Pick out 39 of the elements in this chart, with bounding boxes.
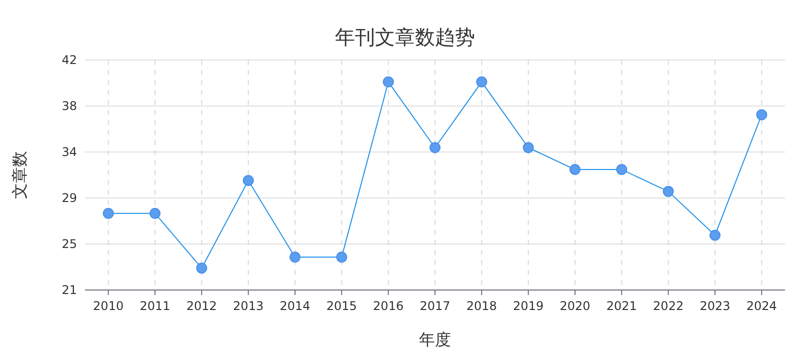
y-tick-label: 21 bbox=[62, 283, 77, 297]
x-tick-label: 2011 bbox=[140, 299, 170, 313]
y-tick-label: 38 bbox=[62, 99, 77, 113]
point bbox=[336, 252, 348, 263]
x-tick-label: 2016 bbox=[373, 299, 404, 313]
x-tick-label: 2024 bbox=[746, 299, 777, 313]
x-tick-label: 2017 bbox=[420, 299, 450, 313]
point bbox=[196, 262, 208, 274]
x-tick-label: 2010 bbox=[93, 299, 124, 313]
x-tick-label: 2015 bbox=[326, 299, 357, 313]
x-tick-label: 2022 bbox=[653, 299, 684, 313]
x-tick-label: 2018 bbox=[466, 299, 497, 313]
x-tick-label: 2014 bbox=[280, 299, 310, 313]
x-tick-label: 2012 bbox=[186, 299, 217, 313]
point bbox=[662, 186, 674, 197]
point bbox=[616, 164, 628, 176]
y-axis-title: 文章数 bbox=[10, 151, 29, 199]
point bbox=[710, 230, 720, 241]
point bbox=[150, 208, 160, 219]
point bbox=[756, 109, 768, 120]
point bbox=[476, 76, 488, 88]
point bbox=[242, 174, 254, 186]
x-tick-label: 2021 bbox=[606, 299, 637, 313]
x-axis-title: 年度 bbox=[419, 330, 451, 349]
x-tick-label: 2019 bbox=[513, 299, 544, 313]
point bbox=[102, 208, 114, 219]
y-tick-label: 25 bbox=[62, 237, 77, 251]
y-tick-label: 42 bbox=[62, 53, 77, 67]
x-tick-label: 2020 bbox=[560, 299, 590, 313]
point bbox=[570, 164, 580, 176]
point bbox=[290, 252, 300, 263]
point bbox=[430, 142, 440, 154]
point bbox=[522, 142, 534, 154]
x-tick-label: 2023 bbox=[700, 299, 730, 313]
x-tick-label: 2013 bbox=[233, 299, 264, 313]
y-tick-label: 34 bbox=[62, 145, 77, 159]
point bbox=[382, 76, 394, 88]
chart-title: 年刊文章数趋势 bbox=[335, 25, 475, 49]
y-tick-label: 29 bbox=[62, 191, 77, 205]
